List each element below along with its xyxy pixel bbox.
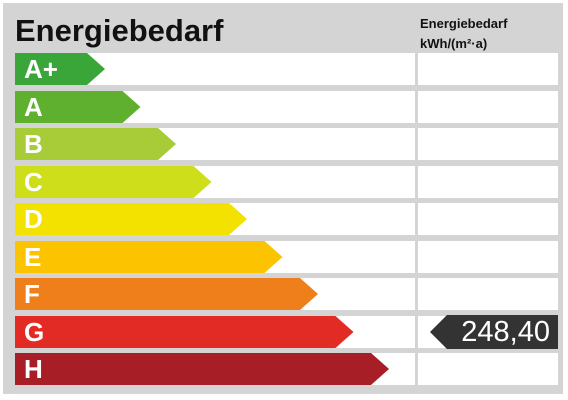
energy-class-row-h: H bbox=[15, 353, 558, 385]
class-label: G bbox=[24, 316, 45, 347]
energy-class-row-d: D bbox=[15, 203, 558, 235]
class-arrow: E bbox=[15, 240, 283, 273]
class-arrow: G bbox=[15, 315, 354, 348]
class-arrow-shape bbox=[15, 315, 354, 348]
class-arrow-shape bbox=[15, 53, 105, 85]
class-arrow: H bbox=[15, 353, 389, 385]
unit-heading-line1: Energiebedarf bbox=[420, 16, 508, 31]
page-title: Energiebedarf bbox=[15, 13, 224, 48]
class-label: H bbox=[24, 354, 43, 384]
class-value-cell bbox=[418, 165, 558, 198]
class-value-cell: 248,40 bbox=[418, 314, 558, 349]
energy-value-indicator: 248,40 bbox=[430, 314, 558, 349]
class-value-cell bbox=[418, 90, 558, 123]
class-label: A bbox=[24, 91, 43, 122]
class-arrow-shape bbox=[15, 165, 212, 198]
class-label: C bbox=[24, 166, 43, 197]
energy-class-row-c: C bbox=[15, 165, 558, 198]
class-value-cell bbox=[418, 353, 558, 385]
energy-class-row-f: F bbox=[15, 278, 558, 310]
energy-class-row-e: E bbox=[15, 240, 558, 273]
class-bar-cell: A+ bbox=[15, 53, 415, 85]
class-bar-cell: B bbox=[15, 128, 415, 160]
class-arrow: D bbox=[15, 203, 247, 235]
class-arrow-shape bbox=[15, 240, 283, 273]
energy-value: 248,40 bbox=[461, 315, 550, 348]
class-bar-cell: G bbox=[15, 315, 415, 348]
class-arrow: A bbox=[15, 90, 141, 123]
class-arrow-shape bbox=[15, 353, 389, 385]
class-arrow: B bbox=[15, 128, 176, 160]
class-bar-cell: H bbox=[15, 353, 415, 385]
class-arrow-shape bbox=[15, 90, 141, 123]
class-value-cell bbox=[418, 278, 558, 310]
energy-label: Energiebedarf Energiebedarf kWh/(m²·a) A… bbox=[3, 3, 563, 394]
class-arrow: C bbox=[15, 165, 212, 198]
class-arrow: A+ bbox=[15, 53, 105, 85]
class-bar-cell: E bbox=[15, 240, 415, 273]
indicator-arrow-shape bbox=[430, 314, 558, 349]
energy-class-row-a-plus: A+ bbox=[15, 53, 558, 85]
class-bar-cell: C bbox=[15, 165, 415, 198]
class-value-cell bbox=[418, 240, 558, 273]
class-bar-cell: A bbox=[15, 90, 415, 123]
class-bar-cell: D bbox=[15, 203, 415, 235]
energy-class-row-g: G 248,40 bbox=[15, 314, 558, 349]
class-label: E bbox=[24, 241, 42, 272]
unit-heading: Energiebedarf kWh/(m²·a) bbox=[420, 14, 507, 54]
class-label: D bbox=[24, 204, 43, 234]
class-value-cell bbox=[418, 203, 558, 235]
class-arrow-shape bbox=[15, 203, 247, 235]
energy-class-row-b: B bbox=[15, 128, 558, 160]
class-arrow: F bbox=[15, 278, 318, 310]
class-arrow-shape bbox=[15, 128, 176, 160]
class-bar-cell: F bbox=[15, 278, 415, 310]
class-label: A+ bbox=[24, 54, 58, 84]
class-arrow-shape bbox=[15, 278, 318, 310]
unit-heading-line2: kWh/(m²·a) bbox=[420, 36, 488, 51]
energy-class-row-a: A bbox=[15, 90, 558, 123]
class-value-cell bbox=[418, 53, 558, 85]
class-label: B bbox=[24, 129, 43, 159]
class-value-cell bbox=[418, 128, 558, 160]
class-label: F bbox=[24, 279, 40, 309]
